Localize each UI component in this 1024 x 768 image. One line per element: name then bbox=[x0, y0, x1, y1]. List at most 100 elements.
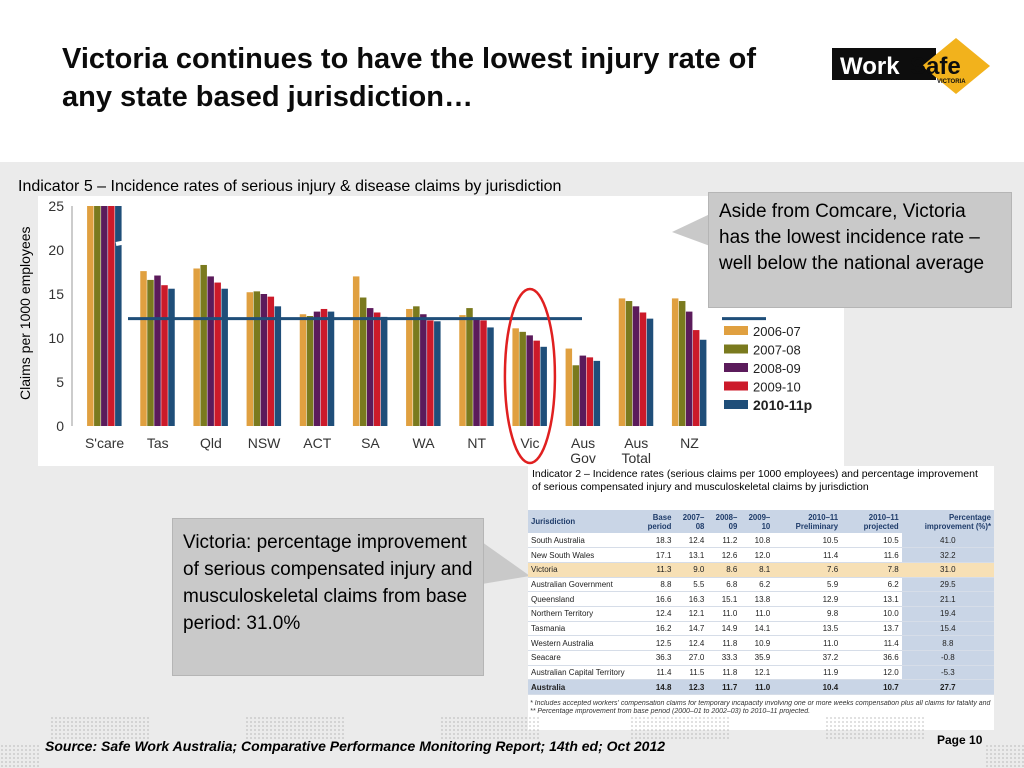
table-cell: 6.8 bbox=[707, 577, 741, 593]
table-cell: 11.4 bbox=[841, 635, 902, 651]
legend-label: 2009-10 bbox=[753, 380, 801, 395]
logo-work-text: Work bbox=[840, 53, 900, 80]
bar bbox=[406, 308, 413, 426]
logo-black-panel bbox=[832, 48, 936, 80]
decor-dots bbox=[50, 716, 150, 740]
indicator2-table: Jurisdiction Base period 2007–08 2008–09 200… bbox=[528, 510, 994, 696]
x-tick-label: NZ bbox=[680, 435, 699, 451]
table-cell: 9.8 bbox=[773, 606, 842, 622]
bar bbox=[253, 291, 261, 426]
table-cell: 12.4 bbox=[632, 606, 675, 622]
x-tick-label: Vic bbox=[520, 435, 539, 451]
bar bbox=[352, 276, 360, 426]
bar bbox=[434, 321, 441, 426]
legend-label: 2008-09 bbox=[753, 361, 801, 376]
x-tick-label: NT bbox=[467, 435, 486, 451]
table-cell: 11.8 bbox=[707, 635, 741, 651]
table-cell: Australian Capital Territory bbox=[528, 665, 632, 681]
table-row: Australia 14.8 12.3 11.7 11.0 10.4 10.7 27.7 bbox=[528, 679, 994, 696]
bar bbox=[115, 206, 122, 426]
table-cell: 12.9 bbox=[773, 591, 842, 607]
legend-label: 2006-07 bbox=[753, 324, 801, 339]
table-header-cell: Jurisdiction bbox=[528, 510, 632, 533]
table-cell: Australia bbox=[528, 679, 632, 696]
bar bbox=[646, 318, 654, 426]
table-header-cell: Base period bbox=[632, 510, 675, 533]
table-cell: Victoria bbox=[528, 562, 632, 578]
table-row: Tasmania 16.2 14.7 14.9 14.1 13.5 13.7 15.4 bbox=[528, 621, 994, 637]
table-cell: 12.4 bbox=[674, 533, 708, 549]
bar-chart: 0 5 10 15 20 25 S'care Tas Qld NSW ACT SA WA NT Vic Aus… bbox=[48, 198, 812, 466]
table-cell: 8.6 bbox=[707, 562, 741, 578]
table-cell: 37.2 bbox=[773, 650, 842, 666]
decor-dots bbox=[630, 716, 730, 740]
y-tick-label: 5 bbox=[56, 374, 64, 390]
bar bbox=[685, 311, 693, 426]
x-tick-label: ACT bbox=[303, 435, 331, 451]
table-cell: 7.8 bbox=[841, 562, 902, 578]
callout1-pointer bbox=[672, 214, 710, 246]
legend-label: 2010-11p bbox=[753, 397, 812, 413]
bar bbox=[487, 327, 494, 426]
bar bbox=[108, 206, 115, 426]
table-cell: 13.7 bbox=[841, 621, 902, 637]
bar bbox=[299, 314, 307, 426]
chart-title: Indicator 5 – Incidence rates of serious… bbox=[18, 178, 562, 195]
logo-safe-text: Safe bbox=[910, 53, 961, 80]
table-cell: 10.0 bbox=[841, 606, 902, 622]
table-note: ** Percentage improvement from base peri… bbox=[530, 708, 811, 715]
table-cell: 6.2 bbox=[841, 577, 902, 593]
decor-dots bbox=[825, 716, 925, 740]
table-header-cell: 2008–09 bbox=[707, 510, 741, 533]
table-header-cell: 2010–11 projected bbox=[841, 510, 902, 533]
bar bbox=[420, 314, 427, 426]
table-cell: 18.3 bbox=[632, 533, 675, 549]
bar bbox=[147, 279, 154, 426]
chart-y-axis-label: Claims per 1000 employees bbox=[17, 226, 33, 400]
x-tick-label: SA bbox=[361, 435, 380, 451]
x-tick-label: Aus bbox=[624, 435, 648, 451]
bar bbox=[533, 340, 540, 426]
table-cell: 19.4 bbox=[901, 606, 994, 622]
table-cell: 31.0 bbox=[901, 562, 994, 578]
table-cell: 12.0 bbox=[841, 665, 902, 681]
bar bbox=[207, 276, 214, 426]
indicator2-panel: Indicator 2 – Incidence rates (serious c… bbox=[528, 466, 994, 730]
y-tick-label: 20 bbox=[48, 242, 64, 258]
y-tick-label: 15 bbox=[48, 286, 64, 302]
bar bbox=[214, 282, 221, 426]
bar bbox=[519, 331, 526, 426]
legend-swatch bbox=[724, 363, 748, 372]
table-cell: Queensland bbox=[528, 591, 632, 607]
table-cell: 14.8 bbox=[632, 679, 675, 696]
y-tick-label: 10 bbox=[48, 330, 64, 346]
bar bbox=[579, 355, 587, 426]
bar bbox=[572, 365, 580, 426]
table-cell: 21.1 bbox=[901, 591, 994, 607]
table-cell: 16.6 bbox=[632, 591, 675, 607]
table-cell: 11.9 bbox=[773, 665, 842, 681]
table-cell: 13.8 bbox=[740, 591, 774, 607]
bar bbox=[221, 288, 228, 426]
table-cell: 12.5 bbox=[632, 635, 675, 651]
bar bbox=[94, 206, 101, 426]
x-tick-label: Tas bbox=[147, 435, 169, 451]
bar bbox=[200, 264, 207, 426]
bar bbox=[154, 275, 161, 426]
table-cell: 15.4 bbox=[901, 621, 994, 637]
bar bbox=[413, 306, 420, 426]
table-cell: Western Australia bbox=[528, 635, 632, 651]
bar bbox=[593, 360, 601, 426]
table-row: Australian Capital Territory 11.4 11.5 11.8… bbox=[528, 665, 994, 681]
legend-swatch bbox=[724, 326, 748, 335]
table-cell: 11.0 bbox=[773, 635, 842, 651]
bar bbox=[625, 301, 633, 426]
legend-swatch bbox=[724, 400, 748, 409]
bar bbox=[639, 312, 647, 426]
table-header-cell: 2010–11 Preliminary bbox=[773, 510, 842, 533]
table-cell: 10.7 bbox=[841, 679, 902, 696]
table-cell: 16.2 bbox=[632, 621, 675, 637]
table-caption: Indicator 2 – Incidence rates (serious c… bbox=[532, 468, 978, 493]
table-row: Seacare 36.3 27.0 33.3 35.9 37.2 36.6 -0.8 bbox=[528, 650, 994, 666]
table-cell: 11.0 bbox=[740, 679, 774, 696]
